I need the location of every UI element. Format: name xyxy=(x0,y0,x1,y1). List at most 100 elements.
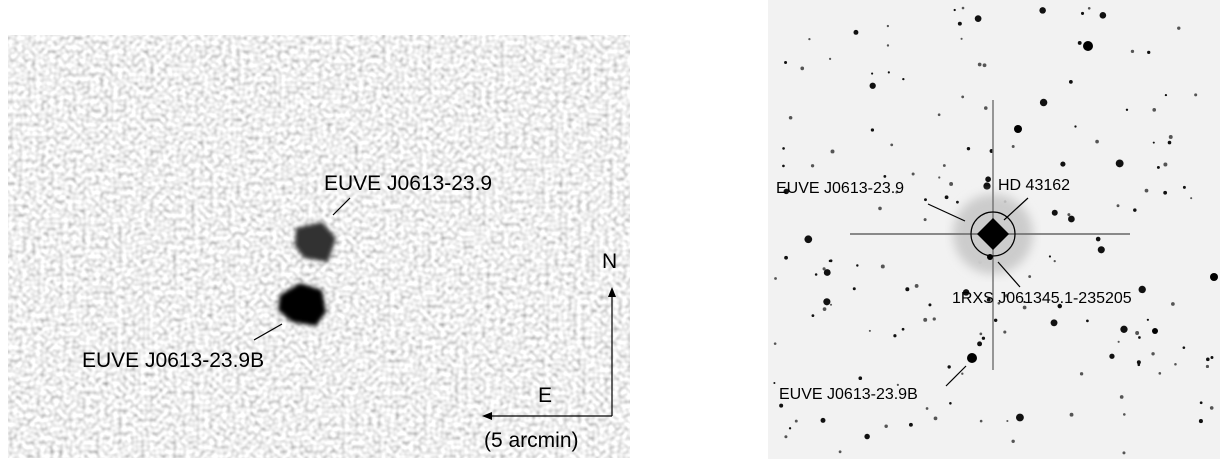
source-label: EUVE J0613-23.9 xyxy=(776,180,904,197)
star xyxy=(1131,50,1134,53)
star xyxy=(1210,356,1213,359)
star xyxy=(1006,420,1008,422)
star xyxy=(1206,358,1210,362)
star xyxy=(1003,331,1006,334)
source-label: EUVE J0613-23.9B xyxy=(82,349,264,372)
star xyxy=(1165,94,1167,96)
star xyxy=(1137,363,1140,366)
star xyxy=(1145,189,1149,193)
star xyxy=(902,78,904,80)
star xyxy=(962,7,965,10)
star xyxy=(1016,414,1024,422)
star xyxy=(824,269,831,276)
star xyxy=(1122,451,1125,454)
star xyxy=(994,319,997,322)
star xyxy=(1120,326,1127,333)
left-panel: EUVE J0613-23.9 EUVE J0613-23.9B N E (5 … xyxy=(8,35,630,458)
star xyxy=(1086,320,1089,323)
star xyxy=(1098,246,1105,253)
star xyxy=(812,314,815,317)
star xyxy=(938,113,941,116)
star xyxy=(1123,413,1126,416)
star xyxy=(893,334,896,337)
star xyxy=(864,434,870,440)
star xyxy=(1054,260,1056,262)
star xyxy=(1051,319,1058,326)
star xyxy=(887,44,889,46)
star xyxy=(871,72,873,74)
star xyxy=(924,218,927,221)
star xyxy=(871,128,874,131)
star xyxy=(1100,12,1107,19)
star xyxy=(1095,140,1099,144)
star xyxy=(1135,331,1139,335)
star xyxy=(856,264,858,266)
star xyxy=(858,376,862,380)
star xyxy=(909,423,913,427)
star xyxy=(1183,186,1186,189)
star xyxy=(1116,159,1124,167)
star xyxy=(1133,208,1136,211)
star xyxy=(1138,336,1141,339)
star xyxy=(949,182,953,186)
star xyxy=(943,164,946,167)
star xyxy=(1012,145,1015,148)
star xyxy=(1081,12,1084,15)
star xyxy=(954,9,956,11)
star xyxy=(1177,26,1180,29)
star xyxy=(1120,395,1124,399)
star xyxy=(869,330,871,332)
star xyxy=(870,83,876,89)
source-label: EUVE J0613-23.9B xyxy=(779,386,918,403)
star xyxy=(782,147,785,150)
star xyxy=(915,284,919,288)
star xyxy=(839,450,842,453)
star xyxy=(884,425,887,428)
bright-star-core xyxy=(983,224,1003,244)
star xyxy=(945,195,949,199)
star xyxy=(1157,166,1160,169)
star xyxy=(1067,213,1070,216)
star xyxy=(811,164,814,167)
star xyxy=(923,318,927,322)
star xyxy=(947,365,950,368)
star xyxy=(926,407,929,410)
star xyxy=(938,176,940,178)
star xyxy=(1039,7,1046,14)
star xyxy=(883,175,886,178)
star xyxy=(831,149,835,153)
star xyxy=(933,317,936,320)
star xyxy=(1096,237,1101,242)
star xyxy=(800,67,804,71)
star xyxy=(1078,41,1082,45)
source-label: HD 43162 xyxy=(998,177,1070,194)
star xyxy=(977,341,982,346)
star xyxy=(967,353,977,363)
star xyxy=(789,427,791,429)
star xyxy=(983,63,987,67)
star xyxy=(979,332,982,335)
star xyxy=(961,96,964,99)
star xyxy=(782,165,785,168)
star xyxy=(890,144,893,147)
star xyxy=(784,256,788,260)
star xyxy=(1200,401,1203,404)
star xyxy=(1052,210,1058,216)
star xyxy=(1109,354,1114,359)
star xyxy=(1011,440,1014,443)
star xyxy=(982,337,985,340)
star xyxy=(1147,51,1150,54)
star xyxy=(961,38,963,40)
star xyxy=(978,63,982,67)
star xyxy=(1190,197,1192,199)
star xyxy=(789,116,793,120)
star xyxy=(773,382,775,384)
star xyxy=(1088,7,1091,10)
star xyxy=(961,373,963,375)
star xyxy=(1126,109,1128,111)
star xyxy=(887,25,889,27)
star xyxy=(984,106,988,110)
source-label: EUVE J0613-23.9 xyxy=(324,172,492,195)
star xyxy=(1139,286,1146,293)
star xyxy=(808,38,810,40)
